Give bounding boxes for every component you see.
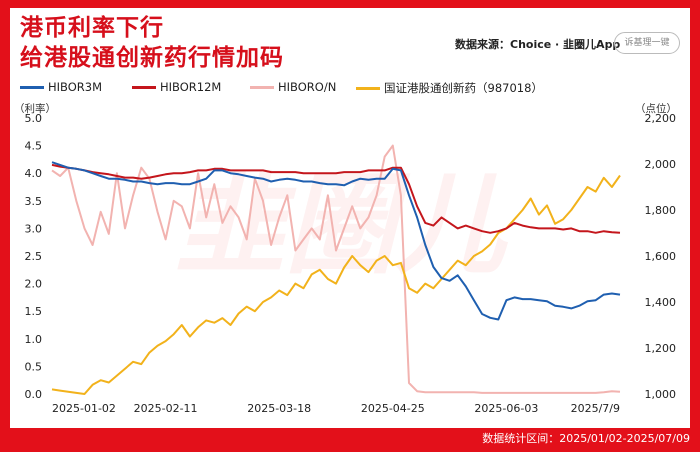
right-axis-title: （点位） xyxy=(635,103,677,115)
left-tick-label: 2.5 xyxy=(25,250,43,263)
title-line-1: 港币利率下行 xyxy=(20,15,164,41)
line-chart: 韭圈儿 0.00.51.01.52.02.53.03.54.04.55.01,0… xyxy=(25,112,677,415)
left-tick-label: 4.5 xyxy=(25,140,43,153)
x-tick-label: 2025/7/9 xyxy=(571,402,620,415)
chart-panel: 港币利率下行 给港股通创新药行情加码 数据来源：Choice · 韭圈儿App … xyxy=(10,8,690,428)
left-tick-label: 2.0 xyxy=(25,278,43,291)
series-line-hibor12m xyxy=(51,163,621,234)
left-tick-label: 3.5 xyxy=(25,195,43,208)
series-line-987018 xyxy=(51,174,621,395)
legend-item-index: 国证港股通创新药（987018） xyxy=(356,80,543,96)
x-tick-label: 2025-04-25 xyxy=(361,402,425,415)
legend-swatch-hibor3m xyxy=(20,86,44,89)
legend-label-index: 国证港股通创新药（987018） xyxy=(384,81,543,95)
right-tick-label: 1,800 xyxy=(645,204,677,217)
left-axis-title: （利率） xyxy=(14,103,56,115)
x-tick-label: 2025-06-03 xyxy=(474,402,538,415)
legend-swatch-hiboron xyxy=(250,86,274,89)
left-tick-label: 0.5 xyxy=(25,360,43,373)
legend-item-hiboron: HIBORO/N xyxy=(250,80,336,94)
search-input[interactable]: 诉基理一键 xyxy=(614,32,680,54)
left-tick-label: 3.0 xyxy=(25,222,43,235)
right-tick-label: 1,000 xyxy=(645,388,677,401)
right-tick-label: 2,200 xyxy=(645,112,677,125)
legend-label-hibor12m: HIBOR12M xyxy=(160,80,222,94)
source-text: 数据来源：Choice · 韭圈儿App xyxy=(455,38,621,51)
left-tick-label: 1.0 xyxy=(25,333,43,346)
legend-label-hibor3m: HIBOR3M xyxy=(48,80,103,94)
series-line-hibor3m xyxy=(51,161,621,321)
right-tick-label: 1,200 xyxy=(645,342,677,355)
series-line-hiboro-n xyxy=(51,144,621,394)
left-tick-label: 4.0 xyxy=(25,167,43,180)
right-tick-label: 1,400 xyxy=(645,296,677,309)
legend-item-hibor12m: HIBOR12M xyxy=(132,80,221,94)
date-range-footer: 数据统计区间：2025/01/02-2025/07/09 xyxy=(482,432,690,445)
legend-swatch-hibor12m xyxy=(132,86,156,89)
legend-item-hibor3m: HIBOR3M xyxy=(20,80,102,94)
x-tick-label: 2025-03-18 xyxy=(247,402,311,415)
left-tick-label: 0.0 xyxy=(25,388,43,401)
x-tick-label: 2025-01-02 xyxy=(52,402,116,415)
left-tick-label: 1.5 xyxy=(25,305,43,318)
left-tick-label: 5.0 xyxy=(25,112,43,125)
title-line-2: 给港股通创新药行情加码 xyxy=(20,45,284,71)
legend-label-hiboron: HIBORO/N xyxy=(278,80,337,94)
right-tick-label: 1,600 xyxy=(645,250,677,263)
right-tick-label: 2,000 xyxy=(645,158,677,171)
legend-swatch-index xyxy=(356,87,380,90)
x-tick-label: 2025-02-11 xyxy=(134,402,198,415)
